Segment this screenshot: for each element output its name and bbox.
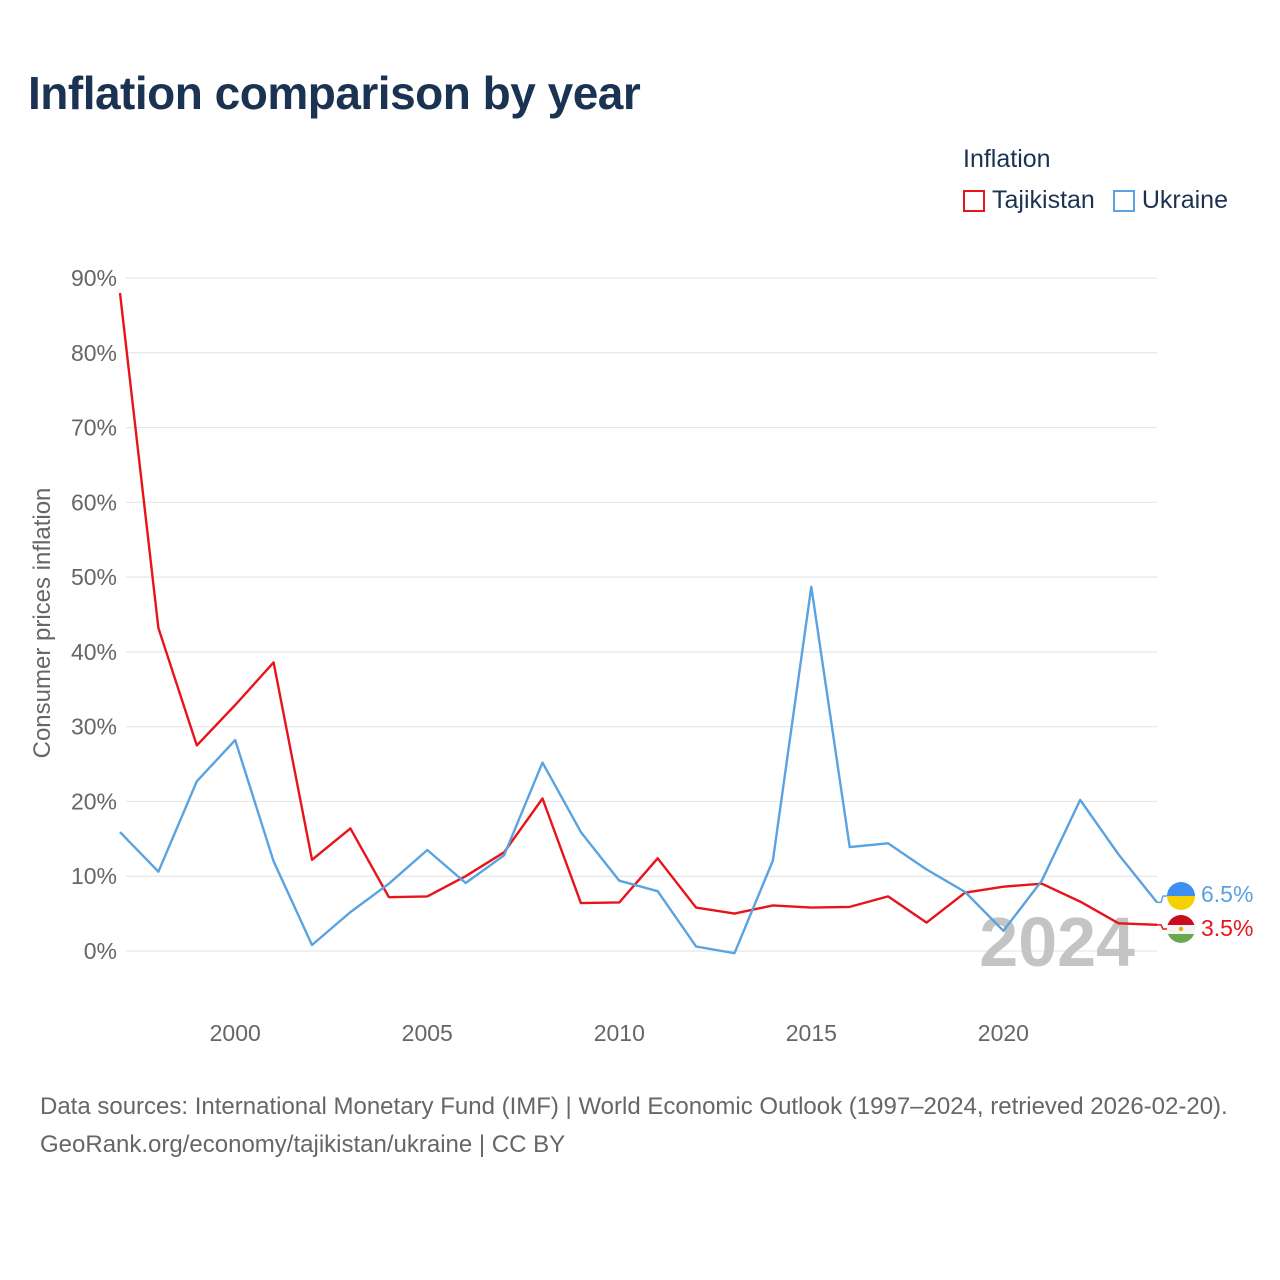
year-watermark: 2024 — [979, 903, 1135, 981]
legend-swatch-ukraine — [1112, 189, 1135, 212]
tajikistan-flag-icon — [1167, 915, 1195, 943]
y-tick-label: 10% — [71, 863, 117, 889]
footer: Data sources: International Monetary Fun… — [40, 1088, 1250, 1164]
end-connector-tajikistan — [1157, 924, 1167, 930]
legend-swatch-tajikistan — [963, 189, 985, 212]
legend: Tajikistan Ukraine — [963, 186, 1246, 215]
chart-title: Inflation comparison by year — [28, 67, 641, 119]
line-chart: 0%10%20%30%40%50%60%70%80%90% 2000 2005 20… — [29, 265, 1253, 1046]
legend-title: Inflation — [963, 145, 1051, 173]
legend-item-tajikistan[interactable]: Tajikistan — [963, 186, 1095, 215]
legend-label-tajikistan: Tajikistan — [992, 186, 1095, 214]
y-tick-label: 50% — [71, 564, 117, 590]
footer-link[interactable]: GeoRank.org/economy/tajikistan/ukraine |… — [40, 1131, 566, 1158]
x-tick-label: 2020 — [978, 1020, 1029, 1046]
y-tick-label: 60% — [71, 489, 117, 515]
x-tick-label: 2005 — [402, 1020, 453, 1046]
x-tick-label: 2010 — [594, 1020, 645, 1046]
end-markers: 6.5% 3.5% — [1157, 881, 1253, 943]
y-tick-label: 20% — [71, 788, 117, 814]
series-lines — [118, 292, 1158, 955]
footer-sources: Data sources: International Monetary Fun… — [40, 1093, 1228, 1120]
y-tick-label: 30% — [71, 714, 117, 740]
end-connector-ukraine — [1157, 895, 1167, 904]
y-tick-labels: 0% 10% 20% 30% 40% 50% 60% 70% 80% 90% — [71, 265, 117, 964]
y-tick-label: 90% — [71, 265, 117, 291]
legend-label-ukraine: Ukraine — [1141, 186, 1228, 214]
y-tick-label: 70% — [71, 415, 117, 441]
end-label-tajikistan: 3.5% — [1201, 915, 1253, 941]
x-tick-labels: 2000 2005 2010 2015 2020 — [210, 1020, 1029, 1046]
y-tick-label: 0% — [84, 938, 117, 964]
ukraine-flag-icon — [1167, 882, 1195, 910]
grid-lines — [126, 277, 1157, 952]
series-line-ukraine[interactable] — [119, 585, 1158, 955]
legend-item-ukraine[interactable]: Ukraine — [1112, 186, 1228, 215]
end-label-ukraine: 6.5% — [1201, 881, 1253, 907]
y-tick-label: 80% — [71, 340, 117, 366]
series-line-tajikistan[interactable] — [118, 292, 1158, 926]
y-tick-label: 40% — [71, 639, 117, 665]
y-axis-label: Consumer prices inflation — [29, 488, 56, 759]
x-tick-label: 2000 — [210, 1020, 261, 1046]
x-tick-label: 2015 — [786, 1020, 837, 1046]
